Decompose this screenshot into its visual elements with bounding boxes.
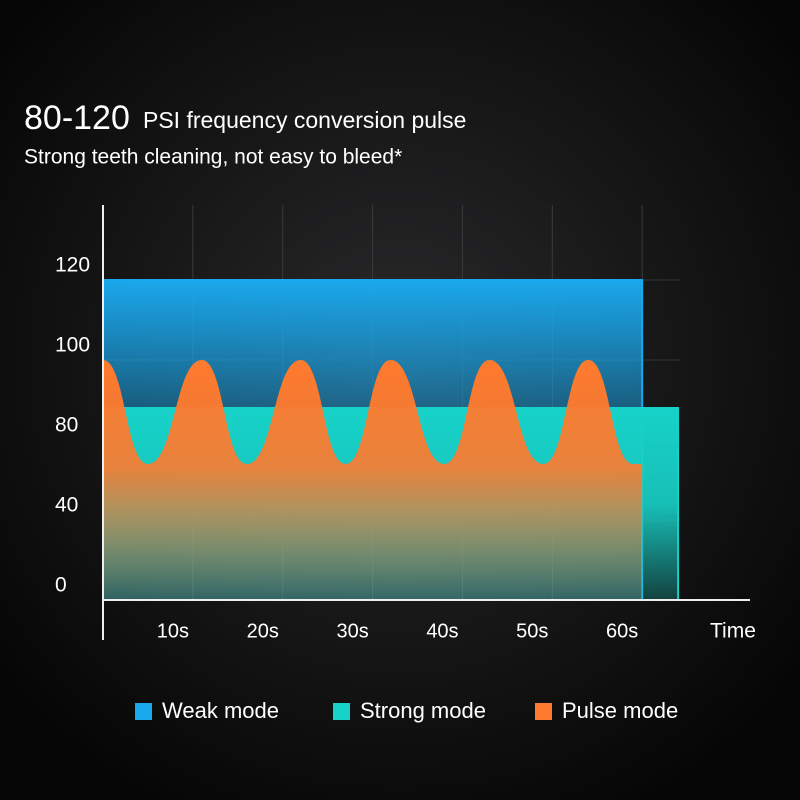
x-tick-label: 40s	[426, 620, 458, 642]
x-tick-label: 30s	[336, 620, 368, 642]
y-tick-label: 40	[55, 494, 78, 517]
plot-area	[103, 279, 680, 600]
chart-subtitle: Strong teeth cleaning, not easy to bleed…	[24, 146, 402, 169]
y-tick-label: 120	[55, 254, 90, 277]
legend-swatch	[135, 703, 152, 720]
x-axis-label: Time	[710, 620, 756, 643]
legend-swatch	[535, 703, 552, 720]
x-tick-label: 60s	[606, 620, 638, 642]
legend-swatch	[333, 703, 350, 720]
axes: 10s 20s 30s 40s 50s 60s 0 40 80 100 120	[55, 205, 750, 642]
chart-title-suffix: PSI frequency conversion pulse	[143, 107, 466, 133]
x-tick-label: 20s	[247, 620, 279, 642]
y-tick-label: 80	[55, 414, 78, 437]
legend-label: Strong mode	[360, 698, 486, 723]
legend-label: Pulse mode	[562, 698, 678, 723]
area	[103, 360, 643, 600]
y-tick-label: 100	[55, 334, 90, 357]
x-tick-label: 10s	[157, 620, 189, 642]
chart-title: 80-120	[24, 99, 130, 137]
x-tick-label: 50s	[516, 620, 548, 642]
legend-label: Weak mode	[162, 698, 279, 723]
legend: Weak mode Strong mode Pulse mode	[135, 698, 678, 723]
y-tick-label: 0	[55, 574, 67, 597]
